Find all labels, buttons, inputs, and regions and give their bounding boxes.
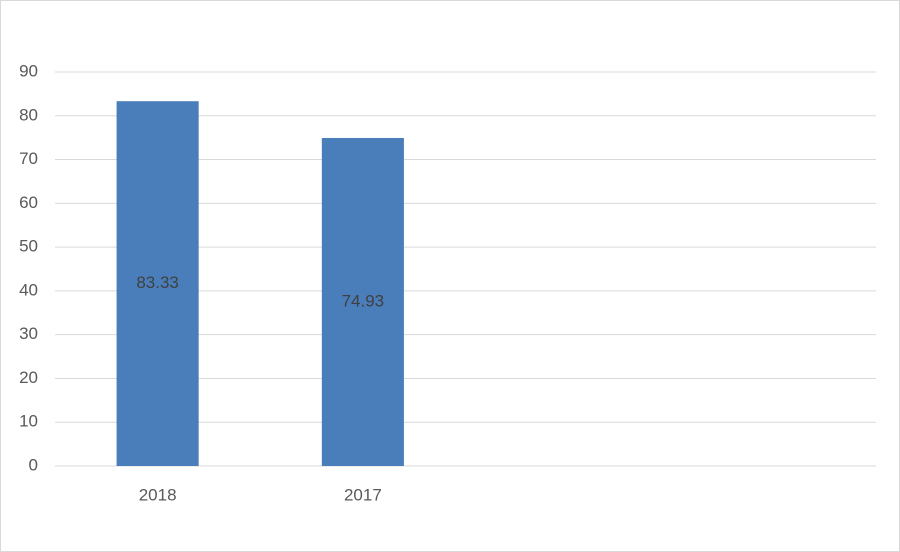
y-tick-label: 20 [19, 368, 38, 387]
bar [116, 101, 199, 467]
y-tick-label: 60 [19, 193, 38, 212]
x-tick-label: 2018 [139, 485, 177, 504]
data-label: 74.93 [342, 291, 385, 310]
y-tick-label: 90 [19, 61, 38, 80]
y-tick-label: 40 [19, 280, 38, 299]
y-tick-label: 0 [29, 455, 38, 474]
y-tick-label: 10 [19, 412, 38, 431]
data-label: 83.33 [136, 273, 179, 292]
y-tick-label: 70 [19, 149, 38, 168]
bar [321, 137, 404, 466]
y-tick-label: 30 [19, 324, 38, 343]
x-tick-label: 2017 [344, 485, 382, 504]
y-tick-label: 80 [19, 105, 38, 124]
y-tick-label: 50 [19, 237, 38, 256]
